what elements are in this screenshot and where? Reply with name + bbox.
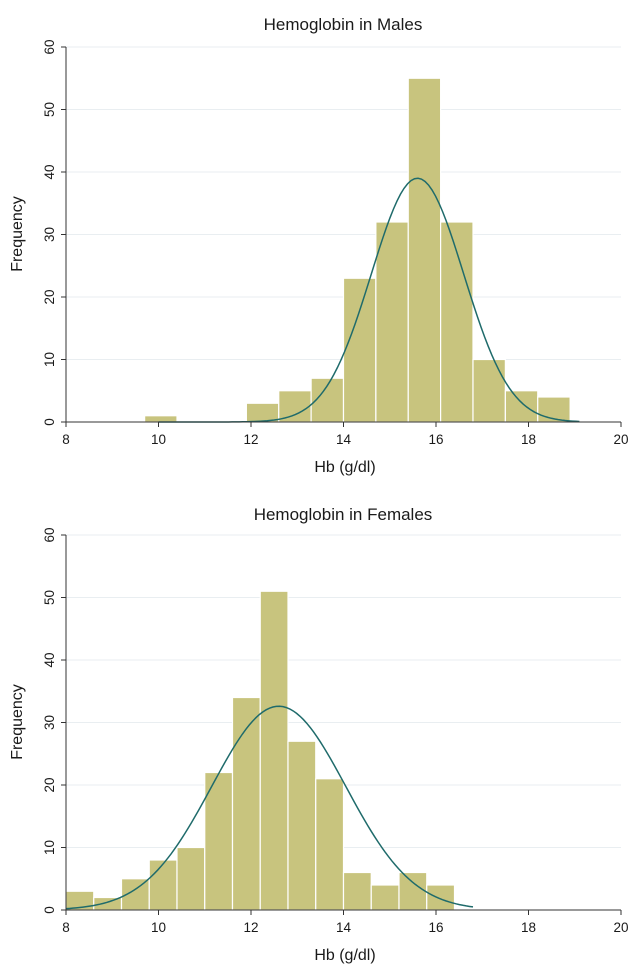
females-bar bbox=[148, 859, 178, 911]
males-x-tick-label: 10 bbox=[151, 432, 166, 447]
males-bar bbox=[144, 415, 178, 423]
females-y-tick-label: 20 bbox=[42, 777, 57, 792]
males-bar bbox=[375, 221, 409, 423]
females-y-tick-label: 50 bbox=[42, 590, 57, 605]
males-x-tick-label: 12 bbox=[243, 432, 258, 447]
females-bar bbox=[231, 696, 261, 911]
males-x-axis-label: Hb (g/dl) bbox=[314, 459, 375, 476]
females-bar bbox=[426, 884, 456, 911]
females-x-tick-label: 18 bbox=[521, 920, 536, 935]
males-bar bbox=[537, 396, 571, 423]
females-chart-title: Hemoglobin in Females bbox=[254, 505, 433, 524]
males-bar bbox=[278, 390, 312, 423]
males-bar bbox=[342, 277, 377, 423]
males-chart-title: Hemoglobin in Males bbox=[264, 15, 423, 34]
males-bar bbox=[440, 221, 474, 423]
males-bar bbox=[472, 358, 506, 423]
females-x-tick-label: 10 bbox=[151, 920, 166, 935]
males-y-tick-label: 30 bbox=[42, 227, 57, 242]
males-bar bbox=[504, 390, 539, 423]
females-y-tick-label: 60 bbox=[42, 527, 57, 542]
females-bar bbox=[287, 740, 317, 911]
males-y-tick-label: 10 bbox=[42, 352, 57, 367]
males-y-axis-label: Frequency bbox=[9, 196, 26, 272]
males-x-tick-label: 14 bbox=[336, 432, 352, 447]
females-bar bbox=[176, 846, 206, 911]
males-axes: 0 10 20 30 40 50 60 8 10 12 14 16 18 20 bbox=[42, 39, 629, 447]
females-bar bbox=[398, 871, 428, 911]
females-histogram-panel: Hemoglobin in Females Frequency Hb (g/dl… bbox=[9, 505, 629, 964]
females-x-tick-label: 8 bbox=[62, 920, 70, 935]
males-y-tick-label: 50 bbox=[42, 102, 57, 117]
females-axes: 0 10 20 30 40 50 60 8 10 12 14 16 18 20 bbox=[42, 527, 629, 935]
females-y-tick-label: 10 bbox=[42, 840, 57, 855]
females-y-tick-label: 30 bbox=[42, 715, 57, 730]
females-y-tick-label: 0 bbox=[42, 906, 57, 914]
males-bar bbox=[245, 402, 280, 423]
females-normal-curve bbox=[65, 705, 474, 910]
males-x-tick-label: 8 bbox=[62, 432, 70, 447]
females-x-tick-label: 12 bbox=[243, 920, 258, 935]
males-histogram-panel: Hemoglobin in Males Frequency Hb (g/dl) … bbox=[9, 15, 629, 476]
males-y-tick-label: 20 bbox=[42, 289, 57, 304]
females-x-axis-label: Hb (g/dl) bbox=[314, 947, 375, 964]
females-bar bbox=[315, 778, 345, 911]
males-y-tick-label: 40 bbox=[42, 164, 57, 179]
females-y-axis-label: Frequency bbox=[9, 684, 26, 760]
males-x-tick-label: 16 bbox=[428, 432, 443, 447]
females-bar bbox=[204, 771, 234, 911]
females-x-tick-label: 20 bbox=[613, 920, 628, 935]
females-x-tick-label: 16 bbox=[428, 920, 443, 935]
males-bars bbox=[144, 77, 571, 423]
males-gridlines bbox=[66, 46, 621, 360]
females-bars bbox=[65, 590, 456, 911]
females-y-tick-label: 40 bbox=[42, 652, 57, 667]
females-x-tick-label: 14 bbox=[336, 920, 352, 935]
males-y-tick-label: 0 bbox=[42, 418, 57, 426]
males-bar bbox=[407, 77, 442, 423]
females-bar bbox=[259, 590, 289, 911]
males-x-tick-label: 18 bbox=[521, 432, 536, 447]
males-y-tick-label: 60 bbox=[42, 39, 57, 54]
females-bar bbox=[370, 884, 400, 911]
males-x-tick-label: 20 bbox=[613, 432, 628, 447]
females-bar bbox=[342, 871, 372, 911]
